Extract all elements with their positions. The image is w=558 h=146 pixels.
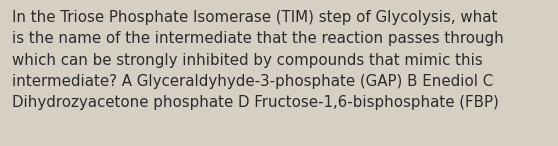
Text: In the Triose Phosphate Isomerase (TIM) step of Glycolysis, what
is the name of : In the Triose Phosphate Isomerase (TIM) … [12,10,504,110]
